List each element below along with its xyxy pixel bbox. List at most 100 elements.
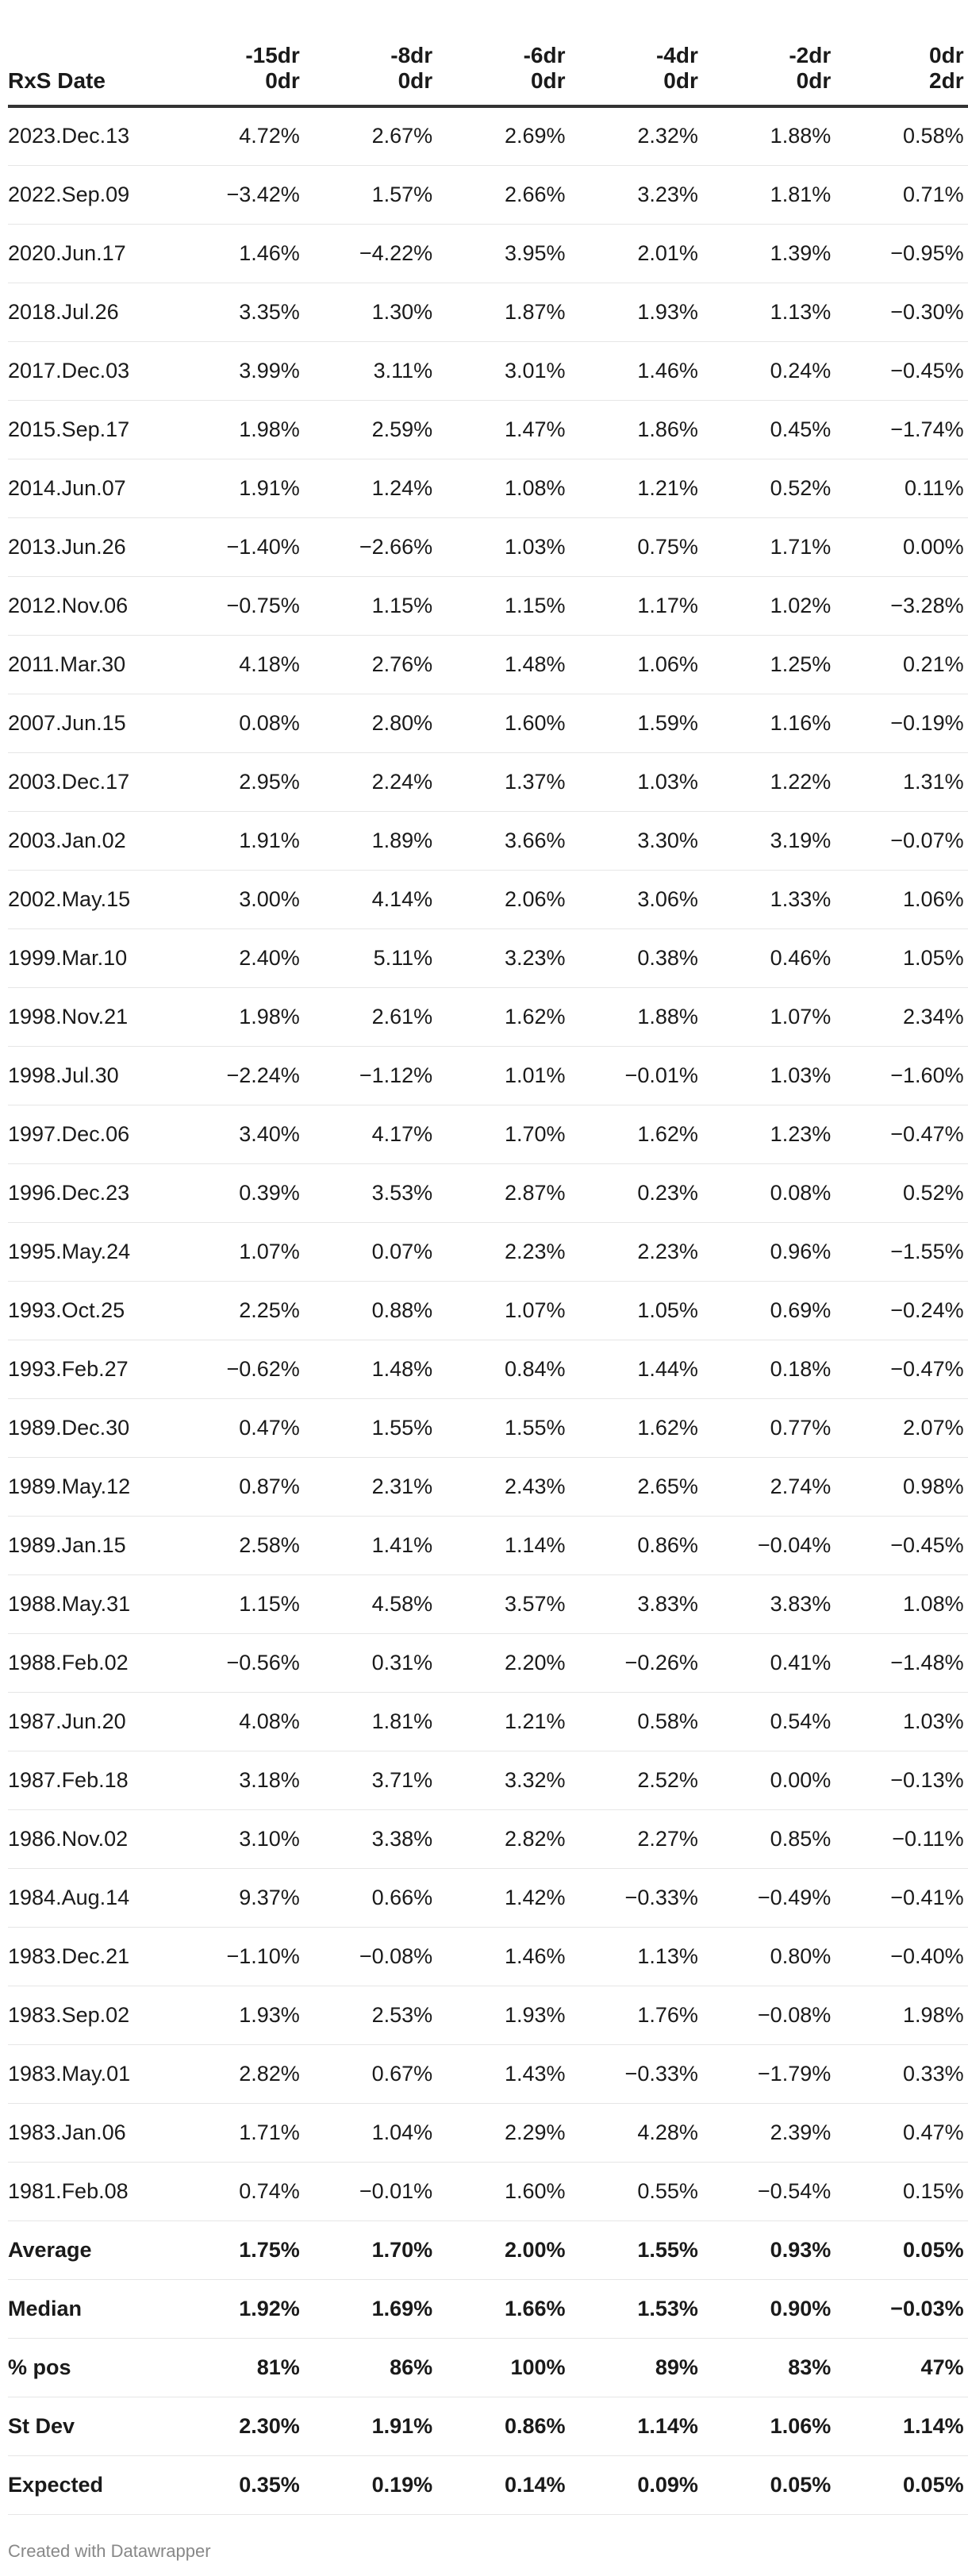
row-label: 2014.Jun.07: [8, 459, 167, 518]
table-cell: −0.33%: [565, 2044, 698, 2104]
table-cell: −0.33%: [565, 1868, 698, 1928]
column-header[interactable]: -2dr 0dr: [697, 0, 832, 108]
table-cell: 1.48%: [299, 1340, 433, 1399]
table-cell: 1.55%: [432, 1398, 566, 1458]
table-cell: 100%: [432, 2338, 566, 2397]
table-cell: 1.31%: [831, 752, 964, 812]
table-cell: 2.27%: [565, 1809, 698, 1869]
table-cell: 0.10%: [963, 1281, 968, 1340]
table-cell: 0.00%: [831, 517, 964, 577]
table-row: 2002.May.15 3.00% 4.14% 2.06% 3.06% 1.33% 1.06…: [8, 870, 968, 929]
table-cell: 1.71%: [697, 517, 832, 577]
table-cell: −0.80%: [963, 283, 968, 342]
table-cell: −2.66%: [299, 517, 433, 577]
table-cell: 2.29%: [432, 2103, 566, 2163]
table-cell: 1.70%: [299, 2220, 433, 2280]
table-cell: 9.37%: [167, 1868, 300, 1928]
table-row: 1983.Jan.06 1.71% 1.04% 2.29% 4.28% 2.39% 0.47…: [8, 2103, 968, 2163]
table-cell: 0.09%: [565, 2455, 698, 2515]
table-cell: 1.03%: [831, 1692, 964, 1751]
footer-credit[interactable]: Created with Datawrapper: [8, 2541, 211, 2561]
row-label: 1983.Jan.06: [8, 2103, 167, 2163]
table-cell: 1.14%: [831, 2397, 964, 2456]
row-label: 1988.Feb.02: [8, 1633, 167, 1693]
table-cell: 1.17%: [963, 1163, 968, 1223]
table-cell: 1.50%: [963, 2397, 968, 2456]
table-cell: −0.24%: [831, 1281, 964, 1340]
table-cell: −0.41%: [831, 1868, 964, 1928]
table-row: 1986.Nov.02 3.10% 3.38% 2.82% 2.27% 0.85% −0.1…: [8, 1809, 968, 1869]
table-cell: 0.98%: [831, 1457, 964, 1517]
row-label: 1983.Dec.21: [8, 1927, 167, 1986]
column-header[interactable]: 0dr4dr: [963, 0, 968, 108]
table-cell: 1.15%: [299, 576, 433, 636]
table-cell: 2.07%: [831, 1398, 964, 1458]
table-cell: −0.08%: [697, 1986, 832, 2045]
table-cell: 0.45%: [697, 400, 832, 459]
table-cell: 0.86%: [565, 1516, 698, 1575]
table-cell: 1.22%: [697, 752, 832, 812]
table-cell: 0.05%: [963, 2455, 968, 2515]
table-cell: 1.15%: [167, 1574, 300, 1634]
table-cell: −0.75%: [167, 576, 300, 636]
table-cell: 1.98%: [167, 400, 300, 459]
table-cell: 0.71%: [831, 165, 964, 225]
table-cell: 1.21%: [565, 459, 698, 518]
column-header[interactable]: 0dr 2dr: [831, 0, 964, 108]
table-cell: 1.21%: [432, 1692, 566, 1751]
table-row: 2013.Jun.26 −1.40% −2.66% 1.03% 0.75% 1.71% 0.…: [8, 517, 968, 577]
table-row: 1998.Jul.30 −2.24% −1.12% 1.01% −0.01% 1.03% −…: [8, 1046, 968, 1105]
table-cell: 1.81%: [299, 1692, 433, 1751]
table-cell: 0.46%: [697, 929, 832, 988]
table-row: 1984.Aug.14 9.37% 0.66% 1.42% −0.33% −0.49% −0…: [8, 1868, 968, 1928]
table-cell: 1.70%: [432, 1105, 566, 1164]
table-cell: 3.18%: [167, 1751, 300, 1810]
table-cell: 1.06%: [831, 870, 964, 929]
column-header-top: -15dr: [245, 43, 300, 67]
table-cell: 1.13%: [565, 1927, 698, 1986]
table-cell: 1.07%: [697, 987, 832, 1047]
table-row: 1996.Dec.23 0.39% 3.53% 2.87% 0.23% 0.08% 0.52…: [8, 1163, 968, 1223]
row-label: 2012.Nov.06: [8, 576, 167, 636]
table-cell: 1.25%: [697, 635, 832, 694]
table-cell: 3.83%: [697, 1574, 832, 1634]
table-cell: 1.46%: [565, 341, 698, 401]
column-header-top: 0dr: [964, 43, 968, 68]
table-cell: 0.00%: [697, 1751, 832, 1810]
table-cell: 3.19%: [697, 811, 832, 871]
table-cell: 0.54%: [697, 1692, 832, 1751]
column-header-date[interactable]: RxS Date: [8, 0, 167, 108]
table-cell: 1.01%: [432, 1046, 566, 1105]
table-row: 2007.Jun.15 0.08% 2.80% 1.60% 1.59% 1.16% −0.1…: [8, 694, 968, 753]
table-cell: 2.06%: [432, 870, 566, 929]
table-cell: 0.93%: [697, 2220, 832, 2280]
table-cell: 1.15%: [432, 576, 566, 636]
column-header-bottom: 0dr: [398, 68, 433, 93]
table-cell: 2.32%: [565, 106, 698, 166]
row-label: 2002.May.15: [8, 870, 167, 929]
table-cell: 1.76%: [565, 1986, 698, 2045]
table-row: 1998.Nov.21 1.98% 2.61% 1.62% 1.88% 1.07% 2.34…: [8, 987, 968, 1047]
table-cell: 1.23%: [697, 1105, 832, 1164]
table-cell: 1.03%: [697, 1046, 832, 1105]
table-cell: 1.16%: [697, 694, 832, 753]
column-header[interactable]: -15dr 0dr: [167, 0, 300, 108]
table-cell: 2.23%: [565, 1222, 698, 1282]
table-cell: 0.18%: [697, 1340, 832, 1399]
table-container: RxS Date -15dr 0dr -8dr 0dr -6dr 0dr -4dr 0dr -2d…: [8, 0, 968, 2576]
table-cell: 1.93%: [565, 283, 698, 342]
table-cell: −0.01%: [299, 2162, 433, 2221]
table-cell: 0.98%: [963, 1340, 968, 1399]
table-cell: 0.38%: [565, 929, 698, 988]
column-header[interactable]: -8dr 0dr: [299, 0, 433, 108]
summary-row: Expected0.35%0.19%0.14%0.09%0.05%0.05%0.…: [8, 2455, 968, 2515]
table-cell: 0.40%: [963, 635, 968, 694]
table-cell: 1.93%: [432, 1986, 566, 2045]
row-label: 1995.May.24: [8, 1222, 167, 1282]
column-header[interactable]: -4dr 0dr: [565, 0, 698, 108]
table-cell: 0.87%: [167, 1457, 300, 1517]
table-cell: 1.69%: [299, 2279, 433, 2339]
column-header[interactable]: -6dr 0dr: [432, 0, 566, 108]
table-cell: 0.47%: [167, 1398, 300, 1458]
